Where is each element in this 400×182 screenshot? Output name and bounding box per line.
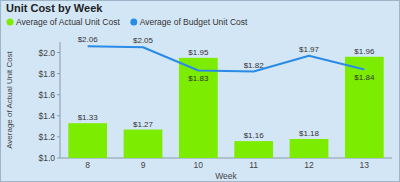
x-tick-label: 11 xyxy=(249,160,258,170)
line xyxy=(88,46,365,71)
y-tick xyxy=(57,136,60,137)
x-tick-label: 10 xyxy=(194,160,204,170)
y-tick xyxy=(57,158,60,159)
bar xyxy=(290,139,329,158)
legend-marker xyxy=(130,19,137,26)
bar xyxy=(68,123,107,158)
bar-data-label: $1.33 xyxy=(78,113,99,122)
y-tick xyxy=(57,115,60,116)
y-tick xyxy=(57,52,60,53)
title: Unit Cost by Week xyxy=(6,2,103,14)
bar xyxy=(124,130,163,158)
y-tick-label: $1.8 xyxy=(38,69,55,79)
x-tick-label: 8 xyxy=(85,160,90,170)
bar xyxy=(234,141,273,158)
background xyxy=(1,1,400,182)
y-tick-label: $2.0 xyxy=(38,48,55,58)
bar-data-label: $1.18 xyxy=(299,129,320,138)
legend-marker xyxy=(7,19,14,26)
bar-data-label: $1.95 xyxy=(188,48,209,57)
y-tick xyxy=(57,94,60,95)
data-labels: $1.33 $1.27 $1.95 $1.16 $1.18 $1.96 $2.06 $2.05… xyxy=(78,35,375,140)
line-data-label: $2.06 xyxy=(78,35,99,44)
bar-data-label: $1.96 xyxy=(354,47,375,56)
plot-area xyxy=(68,46,383,158)
y-tick-label: $1.4 xyxy=(38,111,55,121)
y-tick-label: $1.0 xyxy=(38,153,55,163)
bar xyxy=(179,58,218,158)
line-data-label: $1.83 xyxy=(188,74,209,83)
chart: Unit Cost by Week Average of Actual Unit … xyxy=(0,0,400,182)
x-tick-label: 12 xyxy=(304,160,314,170)
line-data-label: $2.05 xyxy=(133,36,154,45)
x-axis-label: Week xyxy=(215,171,237,181)
line-data-label: $1.84 xyxy=(354,73,375,82)
x-tick-label: 13 xyxy=(360,160,370,170)
line-data-label: $1.82 xyxy=(244,61,265,70)
legend-label: Average of Actual Unit Cost xyxy=(16,17,120,27)
bar xyxy=(345,57,384,158)
legend-label: Average of Budget Unit Cost xyxy=(140,17,248,27)
y-tick xyxy=(57,73,60,74)
y-axis-line xyxy=(60,42,61,158)
bar-data-label: $1.27 xyxy=(133,120,154,129)
line-data-label: $1.97 xyxy=(299,45,320,54)
x-axis-line xyxy=(60,158,392,159)
y-axis-label: Average of Actual Unit Cost xyxy=(5,50,14,148)
y-tick-label: $1.2 xyxy=(38,132,55,142)
bar-data-label: $1.16 xyxy=(244,131,265,140)
y-tick-label: $1.6 xyxy=(38,90,55,100)
x-tick-label: 9 xyxy=(141,160,146,170)
